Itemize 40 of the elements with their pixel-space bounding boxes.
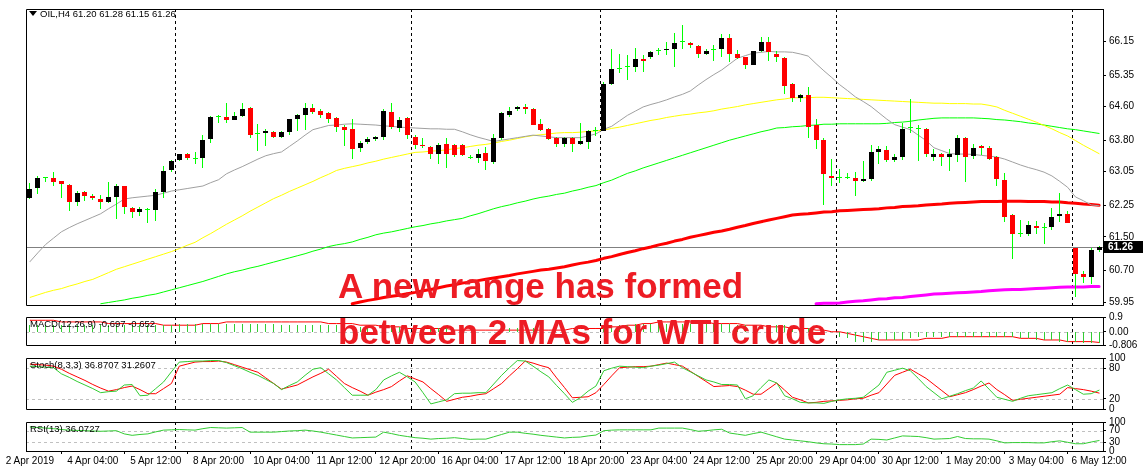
y-tick-label: 66.15 (1109, 35, 1135, 47)
x-tick-label: 24 Apr 12:00 (693, 454, 751, 466)
y-tick-label: 62.25 (1109, 199, 1135, 211)
ref-line-label: 61.26 (1108, 241, 1134, 253)
x-tick-label: 30 Apr 12:00 (882, 454, 940, 466)
chart-title: RSI(13) 36.0727 (30, 423, 100, 435)
x-tick-label: 17 Apr 12:00 (504, 454, 562, 466)
x-tick-label: 1 May 20:00 (945, 454, 1002, 466)
x-tick-label: 25 Apr 20:00 (756, 454, 814, 466)
x-tick-label: 3 May 04:00 (1008, 454, 1065, 466)
y-tick-label: 0 (1109, 402, 1115, 414)
y-tick-label: 60.70 (1109, 264, 1135, 276)
x-tick-label: 16 Apr 04:00 (441, 454, 499, 466)
y-tick-label: 0.9 (1109, 310, 1124, 322)
y-tick-label: 61.50 (1109, 230, 1135, 242)
chart-title: Stoch(8,3,3) 36.8707 31.2607 (30, 359, 156, 371)
y-tick-label: 0.00 (1109, 325, 1129, 337)
x-tick-label: 10 Apr 04:00 (253, 454, 311, 466)
x-tick-label: 5 Apr 12:00 (130, 454, 182, 466)
chart-title: OIL,H4 61.20 61.28 61.15 61.26 (40, 8, 176, 20)
x-tick-label: 11 Apr 12:00 (316, 454, 373, 466)
x-tick-label: 2 Apr 2019 (5, 454, 55, 466)
y-tick-label: 63.05 (1109, 165, 1135, 177)
y-tick-label: 100 (1109, 415, 1127, 427)
y-tick-label: 100 (1109, 351, 1127, 363)
y-tick-label: 70 (1109, 424, 1121, 436)
x-tick-label: 29 Apr 04:00 (819, 454, 877, 466)
y-tick-label: 80 (1109, 361, 1121, 373)
x-tick-label: 12 Apr 20:00 (378, 454, 437, 466)
x-tick-label: 8 Apr 20:00 (193, 454, 245, 466)
y-tick-label: 20 (1109, 392, 1121, 404)
y-tick-label: 64.60 (1109, 100, 1135, 112)
x-tick-label: 6 May 12:00 (1071, 454, 1128, 466)
x-tick-label: 4 Apr 04:00 (67, 454, 119, 466)
y-tick-label: 65.35 (1109, 68, 1135, 80)
x-tick-label: 23 Apr 04:00 (630, 454, 688, 466)
y-tick-label: -0.806 (1109, 338, 1138, 350)
y-tick-label: 59.95 (1109, 295, 1135, 307)
x-tick-label: 18 Apr 20:00 (567, 454, 625, 466)
y-tick-label: 63.80 (1109, 133, 1135, 145)
